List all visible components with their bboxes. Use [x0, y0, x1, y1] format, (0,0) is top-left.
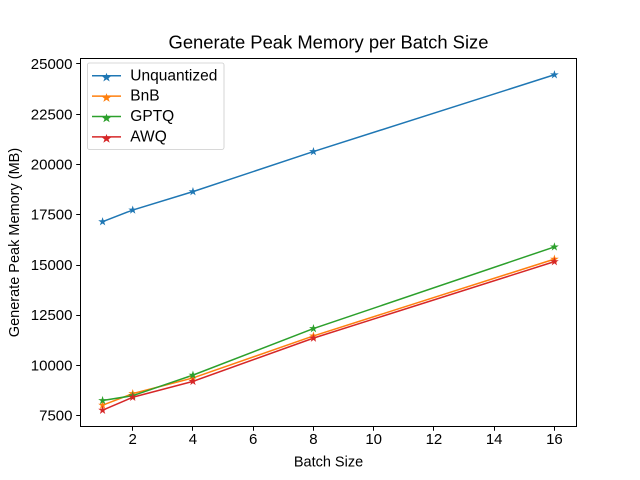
svg-text:BnB: BnB	[130, 88, 159, 105]
svg-text:12: 12	[426, 431, 443, 448]
svg-text:16: 16	[546, 431, 563, 448]
svg-text:25000: 25000	[31, 56, 73, 73]
svg-text:12500: 12500	[31, 307, 73, 324]
svg-text:6: 6	[249, 431, 257, 448]
svg-text:8: 8	[309, 431, 317, 448]
svg-text:Unquantized: Unquantized	[130, 67, 217, 84]
svg-text:Generate Peak Memory per Batch: Generate Peak Memory per Batch Size	[169, 32, 489, 53]
svg-text:20000: 20000	[31, 157, 73, 174]
svg-text:2: 2	[129, 431, 137, 448]
svg-text:AWQ: AWQ	[130, 129, 166, 146]
svg-text:10: 10	[365, 431, 382, 448]
svg-text:7500: 7500	[39, 408, 72, 425]
svg-text:Generate Peak Memory (MB): Generate Peak Memory (MB)	[7, 148, 23, 337]
svg-text:GPTQ: GPTQ	[130, 108, 174, 125]
svg-text:10000: 10000	[31, 357, 73, 374]
svg-text:14: 14	[486, 431, 503, 448]
svg-text:Batch Size: Batch Size	[294, 455, 363, 471]
svg-text:15000: 15000	[31, 257, 73, 274]
svg-text:22500: 22500	[31, 106, 73, 123]
svg-text:17500: 17500	[31, 207, 73, 224]
svg-text:4: 4	[189, 431, 197, 448]
